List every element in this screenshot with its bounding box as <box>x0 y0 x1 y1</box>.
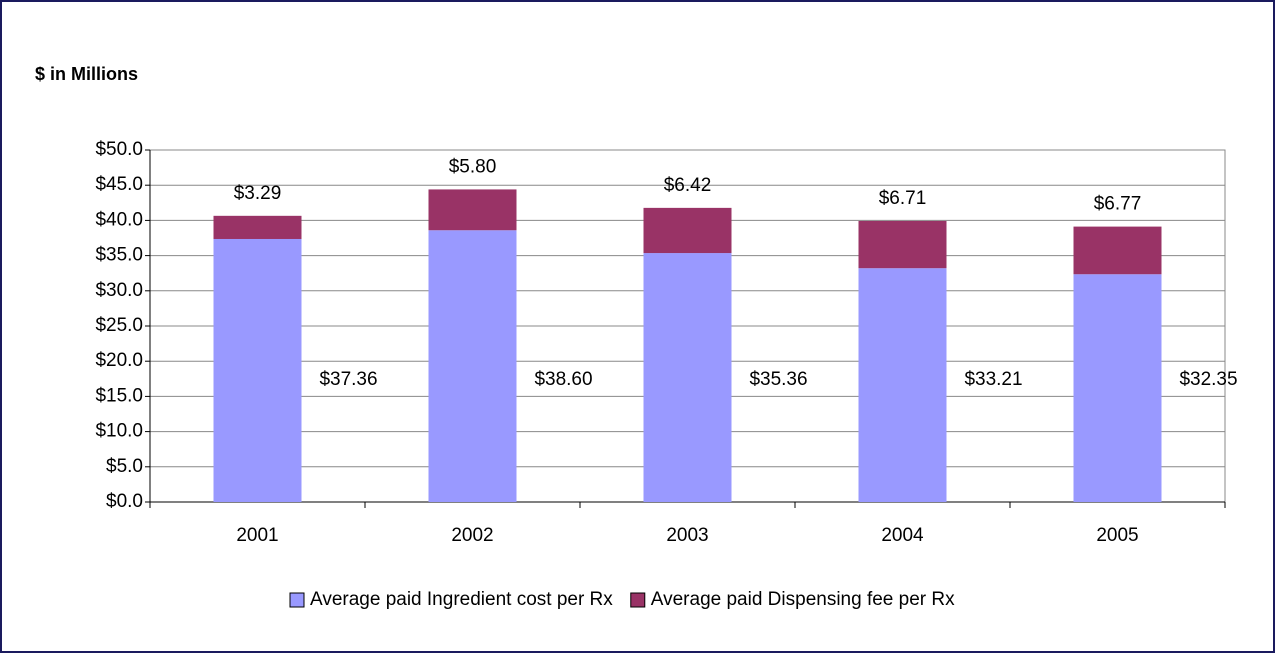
data-label: $6.77 <box>1094 194 1142 215</box>
bar-segment <box>1073 274 1162 502</box>
data-label: $38.60 <box>534 369 592 390</box>
data-label: $37.36 <box>319 369 377 390</box>
bar-segment <box>858 268 947 502</box>
y-tick-label: $15.0 <box>95 385 143 406</box>
bar-segment <box>858 220 947 269</box>
bar-segment <box>1073 226 1162 275</box>
bar-segment <box>428 189 517 231</box>
y-tick-label: $20.0 <box>95 350 143 371</box>
x-tick-label: 2003 <box>666 525 708 546</box>
chart-title: $ in Millions <box>35 64 138 84</box>
bar-segment <box>643 253 732 502</box>
y-tick-label: $50.0 <box>95 139 143 160</box>
y-tick-label: $5.0 <box>106 456 143 477</box>
legend-label: Average paid Dispensing fee per Rx <box>651 589 955 610</box>
x-tick-label: 2005 <box>1096 525 1138 546</box>
data-label: $5.80 <box>449 156 497 177</box>
data-label: $33.21 <box>964 369 1022 390</box>
y-tick-label: $10.0 <box>95 421 143 442</box>
data-label: $35.36 <box>749 369 807 390</box>
bar-segment <box>213 238 302 502</box>
bar-segment <box>643 207 732 254</box>
y-tick-label: $35.0 <box>95 245 143 266</box>
x-tick-label: 2004 <box>881 525 924 546</box>
bar-segment <box>213 215 302 239</box>
data-label: $6.42 <box>664 175 712 196</box>
y-tick-label: $0.0 <box>106 491 143 512</box>
bar-segment <box>428 230 517 503</box>
x-tick-label: 2001 <box>236 525 278 546</box>
x-tick-label: 2002 <box>451 525 493 546</box>
data-label: $32.35 <box>1179 369 1237 390</box>
legend-swatch <box>289 592 305 608</box>
y-tick-label: $40.0 <box>95 209 143 230</box>
y-tick-label: $25.0 <box>95 315 143 336</box>
data-label: $6.71 <box>879 188 927 209</box>
data-label: $3.29 <box>234 183 282 204</box>
legend-label: Average paid Ingredient cost per Rx <box>310 589 613 610</box>
y-tick-label: $45.0 <box>95 174 143 195</box>
y-tick-label: $30.0 <box>95 280 143 301</box>
legend-swatch <box>630 592 646 608</box>
